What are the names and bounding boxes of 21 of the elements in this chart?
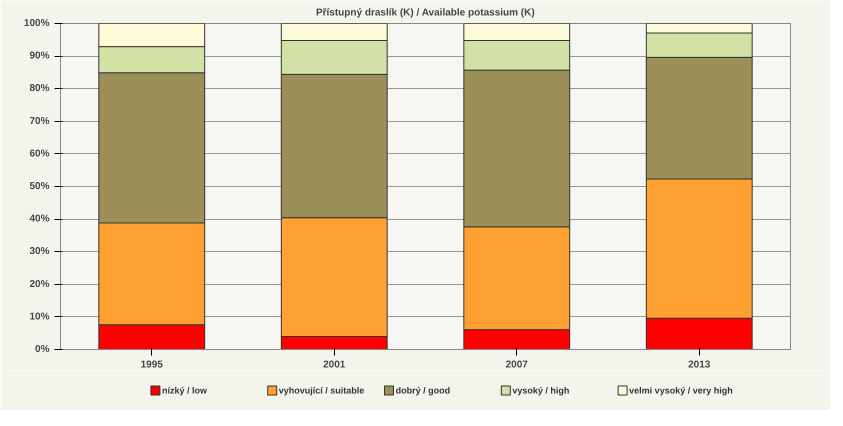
x-tick-label: 2013 <box>688 360 711 370</box>
y-tick-label: 30% <box>29 246 50 258</box>
y-tick-label: 80% <box>29 83 50 94</box>
y-tick-label: 10% <box>29 311 50 322</box>
legend-label: vyhovující / suitable <box>278 386 364 396</box>
x-tick-label: 2007 <box>506 360 528 370</box>
x-tick-label: 2001 <box>323 360 346 370</box>
y-tick-label: 40% <box>29 214 50 225</box>
y-tick-label: 100% <box>24 18 50 29</box>
legend-label: dobrý / good <box>396 386 450 396</box>
y-tick-label: 90% <box>29 50 50 62</box>
legend-label: velmi vysoký / very high <box>629 386 733 396</box>
legend-label: vysoký / high <box>512 386 570 396</box>
y-tick-label: 0% <box>35 344 50 355</box>
y-tick-label: 50% <box>29 181 50 192</box>
legend-label: nízký / low <box>162 386 208 396</box>
y-tick-label: 60% <box>29 148 50 160</box>
x-tick-label: 1995 <box>140 360 164 370</box>
y-tick-label: 70% <box>29 116 50 127</box>
y-tick-label: 20% <box>29 278 50 290</box>
chart-title: Přístupný draslík (K) / Available potassium (K) <box>316 8 535 18</box>
